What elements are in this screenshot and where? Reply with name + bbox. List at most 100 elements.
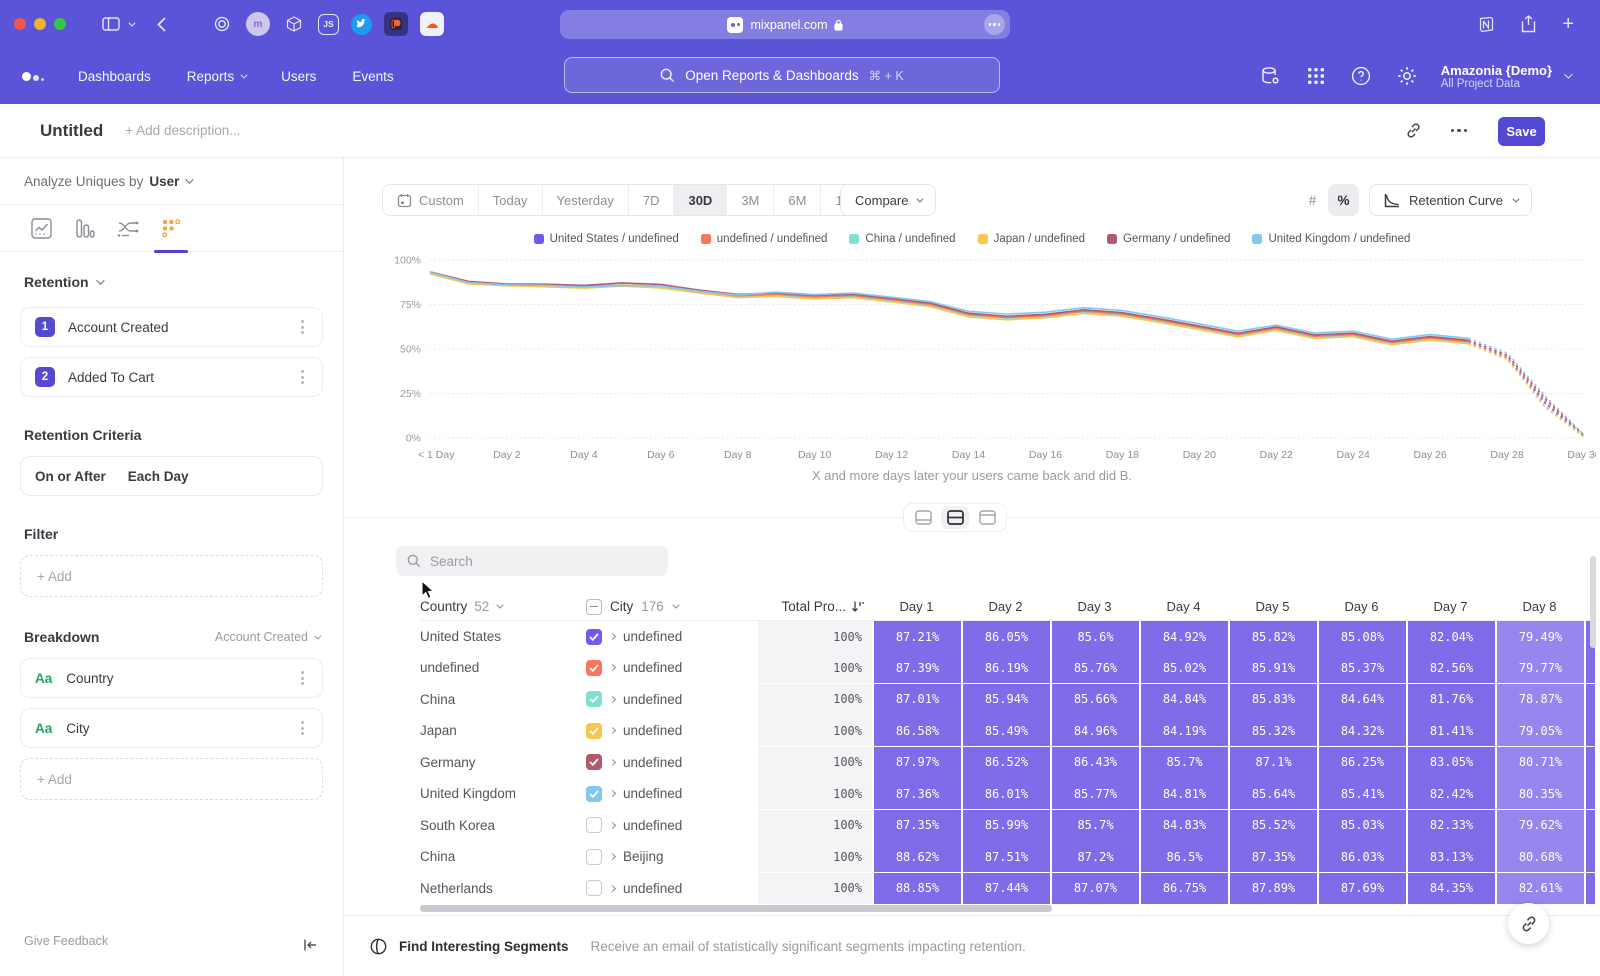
cell-day-7[interactable]: 82.33% [1408, 809, 1495, 841]
cell-day-6[interactable]: 85.08% [1319, 621, 1406, 652]
share-icon[interactable] [1521, 15, 1536, 33]
traffic-lights[interactable] [14, 18, 74, 30]
add-description[interactable]: + Add description... [125, 123, 241, 138]
report-title[interactable]: Untitled [40, 120, 104, 140]
cell-day-6[interactable]: 86.03% [1319, 841, 1406, 873]
notion-extension-icon[interactable] [1478, 16, 1495, 33]
cell-day-4[interactable]: 85.7% [1141, 746, 1228, 778]
tab-retention-icon[interactable] [149, 218, 192, 238]
cell-day-1[interactable]: 87.36% [874, 778, 961, 810]
cell-day-3[interactable]: 85.76% [1052, 652, 1139, 684]
cell-day-4[interactable]: 85.02% [1141, 652, 1228, 684]
row-checkbox[interactable] [586, 848, 602, 865]
cell-day-1[interactable]: 88.62% [874, 841, 961, 873]
cell-day-4[interactable]: 86.75% [1141, 872, 1228, 904]
cell-day-6[interactable]: 85.03% [1319, 809, 1406, 841]
back-icon[interactable] [157, 16, 166, 32]
day-header[interactable]: Day 4 [1166, 599, 1201, 614]
cell-day-2[interactable]: 86.19% [963, 652, 1050, 684]
step-menu-icon[interactable] [297, 366, 308, 388]
new-tab-icon[interactable]: + [1562, 12, 1574, 35]
cell-day-1[interactable]: 87.97% [874, 746, 961, 778]
cell-day-7[interactable]: 81.76% [1408, 683, 1495, 715]
cell-day-5[interactable]: 87.1% [1230, 746, 1317, 778]
cell-day-2[interactable]: 85.94% [963, 683, 1050, 715]
cell-day-6[interactable]: 84.32% [1319, 715, 1406, 747]
cell-day-3[interactable]: 84.96% [1052, 715, 1139, 747]
cell-day-3[interactable]: 87.07% [1052, 872, 1139, 904]
help-icon[interactable] [1351, 66, 1371, 86]
legend-item[interactable]: undefined / undefined [700, 233, 827, 245]
layout-split-icon[interactable] [941, 506, 969, 529]
tab-flows-icon[interactable] [106, 218, 149, 238]
expand-row-icon[interactable] [608, 695, 617, 703]
column-total[interactable]: Total Pro... [758, 599, 872, 614]
minimize-window-button[interactable] [34, 18, 46, 30]
city-select-all-checkbox[interactable] [586, 598, 602, 615]
cell-day-1[interactable]: 87.01% [874, 683, 961, 715]
day-header[interactable]: Day 8 [1522, 599, 1557, 614]
vertical-scrollbar[interactable] [1590, 556, 1596, 648]
cell-day-5[interactable]: 85.82% [1230, 621, 1317, 652]
cell-day-7[interactable]: 83.05% [1408, 746, 1495, 778]
cell-day-5[interactable]: 85.64% [1230, 778, 1317, 810]
cell-day-5[interactable]: 85.52% [1230, 809, 1317, 841]
tab-funnels-icon[interactable] [63, 218, 106, 239]
breakdown-menu-icon[interactable] [297, 667, 308, 689]
tab-insights-icon[interactable] [20, 217, 63, 239]
chart-type-button[interactable]: Retention Curve [1369, 184, 1532, 216]
column-country[interactable]: Country 52 [420, 599, 586, 614]
data-management-icon[interactable] [1260, 66, 1281, 86]
cell-day-8[interactable]: 80.68% [1497, 841, 1584, 873]
cell-day-3[interactable]: 85.66% [1052, 683, 1139, 715]
legend-item[interactable]: Japan / undefined [977, 233, 1085, 245]
cell-day-8[interactable]: 79.77% [1497, 652, 1584, 684]
cell-day-1[interactable]: 86.58% [874, 715, 961, 747]
cell-day-8[interactable]: 80.35% [1497, 778, 1584, 810]
horizontal-scrollbar[interactable] [420, 905, 1052, 912]
layout-table-only-icon[interactable] [973, 506, 1001, 529]
nav-reports[interactable]: Reports [187, 69, 248, 84]
nav-users[interactable]: Users [281, 68, 317, 84]
breakdown-menu-icon[interactable] [297, 717, 308, 739]
expand-row-icon[interactable] [608, 790, 617, 798]
cell-day-4[interactable]: 84.83% [1141, 809, 1228, 841]
tab-favicon-cube[interactable] [282, 12, 306, 36]
tab-favicon-soundcloud[interactable]: ☁ [420, 12, 444, 36]
cell-day-4[interactable]: 84.92% [1141, 621, 1228, 652]
step-added-to-cart[interactable]: 2 Added To Cart [20, 357, 323, 397]
legend-item[interactable]: United Kingdom / undefined [1252, 233, 1410, 245]
unit-count-button[interactable]: # [1308, 192, 1317, 208]
breakdown-scope-select[interactable]: Account Created [215, 630, 322, 644]
cell-day-2[interactable]: 85.49% [963, 715, 1050, 747]
column-city[interactable]: City 176 [586, 598, 758, 615]
cell-day-1[interactable]: 87.35% [874, 809, 961, 841]
cell-day-2[interactable]: 86.05% [963, 621, 1050, 652]
cell-day-3[interactable]: 86.43% [1052, 746, 1139, 778]
tab-favicon-target[interactable] [210, 12, 234, 36]
compare-button[interactable]: Compare [840, 184, 937, 216]
global-search[interactable]: Open Reports & Dashboards ⌘ + K [564, 57, 1000, 93]
expand-row-icon[interactable] [608, 821, 617, 829]
cell-day-7[interactable]: 82.04% [1408, 621, 1495, 652]
unit-percent-button[interactable]: % [1328, 184, 1360, 216]
day-header[interactable]: Day 5 [1255, 599, 1290, 614]
apps-grid-icon[interactable] [1307, 67, 1325, 85]
cell-day-7[interactable]: 82.56% [1408, 652, 1495, 684]
cell-day-7[interactable]: 82.42% [1408, 778, 1495, 810]
day-header[interactable]: Day 1 [899, 599, 934, 614]
cell-day-5[interactable]: 87.89% [1230, 872, 1317, 904]
nav-dashboards[interactable]: Dashboards [78, 68, 151, 84]
cell-day-5[interactable]: 85.83% [1230, 683, 1317, 715]
cell-day-6[interactable]: 85.41% [1319, 778, 1406, 810]
layout-chart-only-icon[interactable] [909, 506, 937, 529]
row-checkbox[interactable] [586, 628, 602, 645]
range-30d[interactable]: 30D [674, 185, 728, 215]
range-today[interactable]: Today [478, 185, 543, 215]
expand-row-icon[interactable] [608, 758, 617, 766]
breakdown-country[interactable]: Aa Country [20, 658, 323, 698]
row-checkbox[interactable] [586, 785, 602, 802]
row-checkbox[interactable] [586, 722, 602, 739]
legend-item[interactable]: United States / undefined [533, 233, 679, 245]
tab-favicon-dark-app[interactable] [384, 12, 408, 36]
